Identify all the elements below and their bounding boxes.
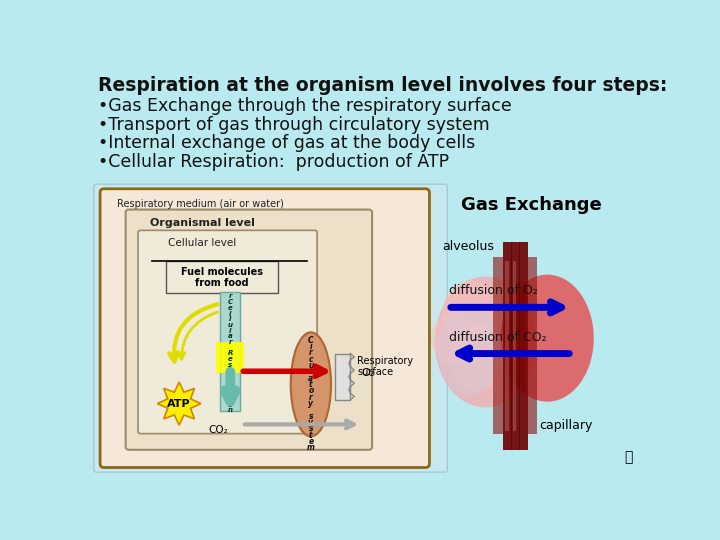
Ellipse shape <box>437 303 499 396</box>
Ellipse shape <box>449 323 507 392</box>
Text: alveolus: alveolus <box>443 240 495 253</box>
Text: o: o <box>308 386 313 395</box>
Text: l: l <box>229 328 231 334</box>
Text: Cellular level: Cellular level <box>168 238 236 248</box>
Ellipse shape <box>291 333 331 436</box>
Text: y: y <box>308 418 313 427</box>
FancyBboxPatch shape <box>503 242 513 450</box>
Text: Organismal level: Organismal level <box>150 218 255 228</box>
Polygon shape <box>158 382 201 425</box>
Text: Respiratory medium (air or water): Respiratory medium (air or water) <box>117 199 284 209</box>
Text: t: t <box>228 390 232 396</box>
Text: c: c <box>309 355 313 364</box>
Text: r: r <box>228 379 232 385</box>
Text: y: y <box>308 399 313 408</box>
Text: l: l <box>229 310 231 316</box>
Text: Respiration at the organism level involves four steps:: Respiration at the organism level involv… <box>98 76 667 94</box>
FancyBboxPatch shape <box>493 257 504 434</box>
FancyBboxPatch shape <box>220 292 240 411</box>
Text: i: i <box>229 373 231 379</box>
Text: capillary: capillary <box>539 419 593 432</box>
Text: a: a <box>228 333 233 339</box>
Text: i: i <box>310 342 312 351</box>
Text: p: p <box>228 368 233 374</box>
Text: r: r <box>309 393 312 402</box>
Text: t: t <box>309 430 312 440</box>
Text: C: C <box>228 299 233 305</box>
Text: e: e <box>308 437 313 446</box>
FancyBboxPatch shape <box>100 189 429 468</box>
Text: diffusion of CO₂: diffusion of CO₂ <box>449 330 546 343</box>
Text: i: i <box>229 396 231 402</box>
Text: u: u <box>228 322 233 328</box>
Text: o: o <box>228 402 233 408</box>
FancyBboxPatch shape <box>166 261 277 294</box>
Text: a: a <box>228 384 233 390</box>
Text: s: s <box>309 411 313 421</box>
FancyBboxPatch shape <box>513 261 516 430</box>
Text: O₂: O₂ <box>361 368 374 378</box>
Text: l: l <box>229 316 231 322</box>
Text: a: a <box>308 374 313 383</box>
Ellipse shape <box>431 311 477 365</box>
Text: ATP: ATP <box>167 400 191 409</box>
Text: •Gas Exchange through the respiratory surface: •Gas Exchange through the respiratory su… <box>98 97 511 115</box>
Ellipse shape <box>443 280 497 342</box>
Text: n: n <box>228 408 233 414</box>
Text: t: t <box>309 380 312 389</box>
Ellipse shape <box>435 276 536 408</box>
Text: m: m <box>307 443 315 452</box>
FancyBboxPatch shape <box>335 354 351 400</box>
Text: Gas Exchange: Gas Exchange <box>462 195 602 214</box>
FancyBboxPatch shape <box>126 210 372 450</box>
Text: 🐷: 🐷 <box>624 450 633 464</box>
Text: s: s <box>228 362 233 368</box>
Text: e: e <box>228 305 233 311</box>
Text: C: C <box>308 336 314 345</box>
Text: e: e <box>228 356 233 362</box>
Ellipse shape <box>500 275 594 402</box>
Text: •Transport of gas through circulatory system: •Transport of gas through circulatory sy… <box>98 116 490 133</box>
Text: Respiratory
surface: Respiratory surface <box>357 356 413 377</box>
FancyBboxPatch shape <box>138 231 317 434</box>
Text: •Internal exchange of gas at the body cells: •Internal exchange of gas at the body ce… <box>98 134 475 152</box>
Text: l: l <box>310 367 312 376</box>
Text: u: u <box>308 361 314 370</box>
Text: r: r <box>228 339 232 345</box>
Text: diffusion of O₂: diffusion of O₂ <box>449 285 538 298</box>
FancyBboxPatch shape <box>94 184 447 472</box>
Text: Fuel molecules
from food: Fuel molecules from food <box>181 267 263 288</box>
Text: s: s <box>309 424 313 433</box>
FancyBboxPatch shape <box>526 257 537 434</box>
Text: •Cellular Respiration:  production of ATP: •Cellular Respiration: production of ATP <box>98 153 449 171</box>
FancyBboxPatch shape <box>518 242 528 450</box>
Text: r: r <box>228 294 232 300</box>
Text: R: R <box>228 350 233 356</box>
Text: r: r <box>309 348 312 357</box>
FancyBboxPatch shape <box>216 342 244 373</box>
FancyBboxPatch shape <box>505 261 508 430</box>
FancyBboxPatch shape <box>510 242 520 450</box>
Text: CO₂: CO₂ <box>208 425 228 435</box>
